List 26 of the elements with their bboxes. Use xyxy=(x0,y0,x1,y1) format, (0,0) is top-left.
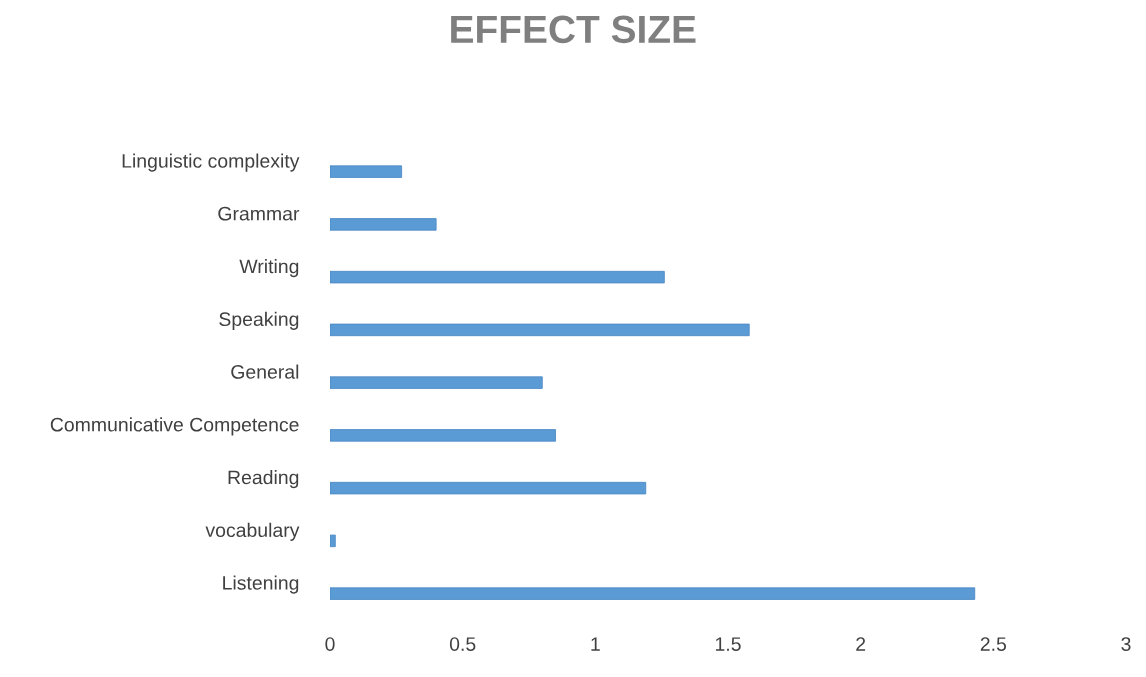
y-tick-label: General xyxy=(231,364,299,379)
x-tick-label: 1.5 xyxy=(715,637,741,651)
bar xyxy=(330,270,665,284)
chart-title: EFFECT SIZE xyxy=(451,15,696,44)
bar xyxy=(330,218,437,231)
y-tick-label: Writing xyxy=(239,259,299,278)
bar xyxy=(330,165,403,178)
x-tick-label: 3 xyxy=(1121,637,1131,651)
bar xyxy=(330,323,750,337)
y-tick-label: Reading xyxy=(228,470,299,489)
y-tick-label: Speaking xyxy=(219,311,299,330)
bar xyxy=(330,429,556,442)
bar xyxy=(330,481,647,495)
bar xyxy=(330,587,976,600)
y-tick-label: vocabulary xyxy=(205,522,300,541)
x-tick-label: 2.5 xyxy=(980,637,1007,651)
x-tick-label: 2 xyxy=(856,637,866,651)
bar xyxy=(330,534,336,548)
y-tick-label: Grammar xyxy=(218,206,300,221)
y-tick-label: Listening xyxy=(223,575,299,594)
x-tick-label: 0.5 xyxy=(449,637,476,651)
y-tick-label: Communicative Competence xyxy=(50,417,299,436)
bar xyxy=(330,376,543,389)
x-tick-label: 1 xyxy=(591,637,600,651)
y-tick-label: Linguistic complexity xyxy=(122,153,300,172)
x-tick-label: 0 xyxy=(325,637,335,651)
